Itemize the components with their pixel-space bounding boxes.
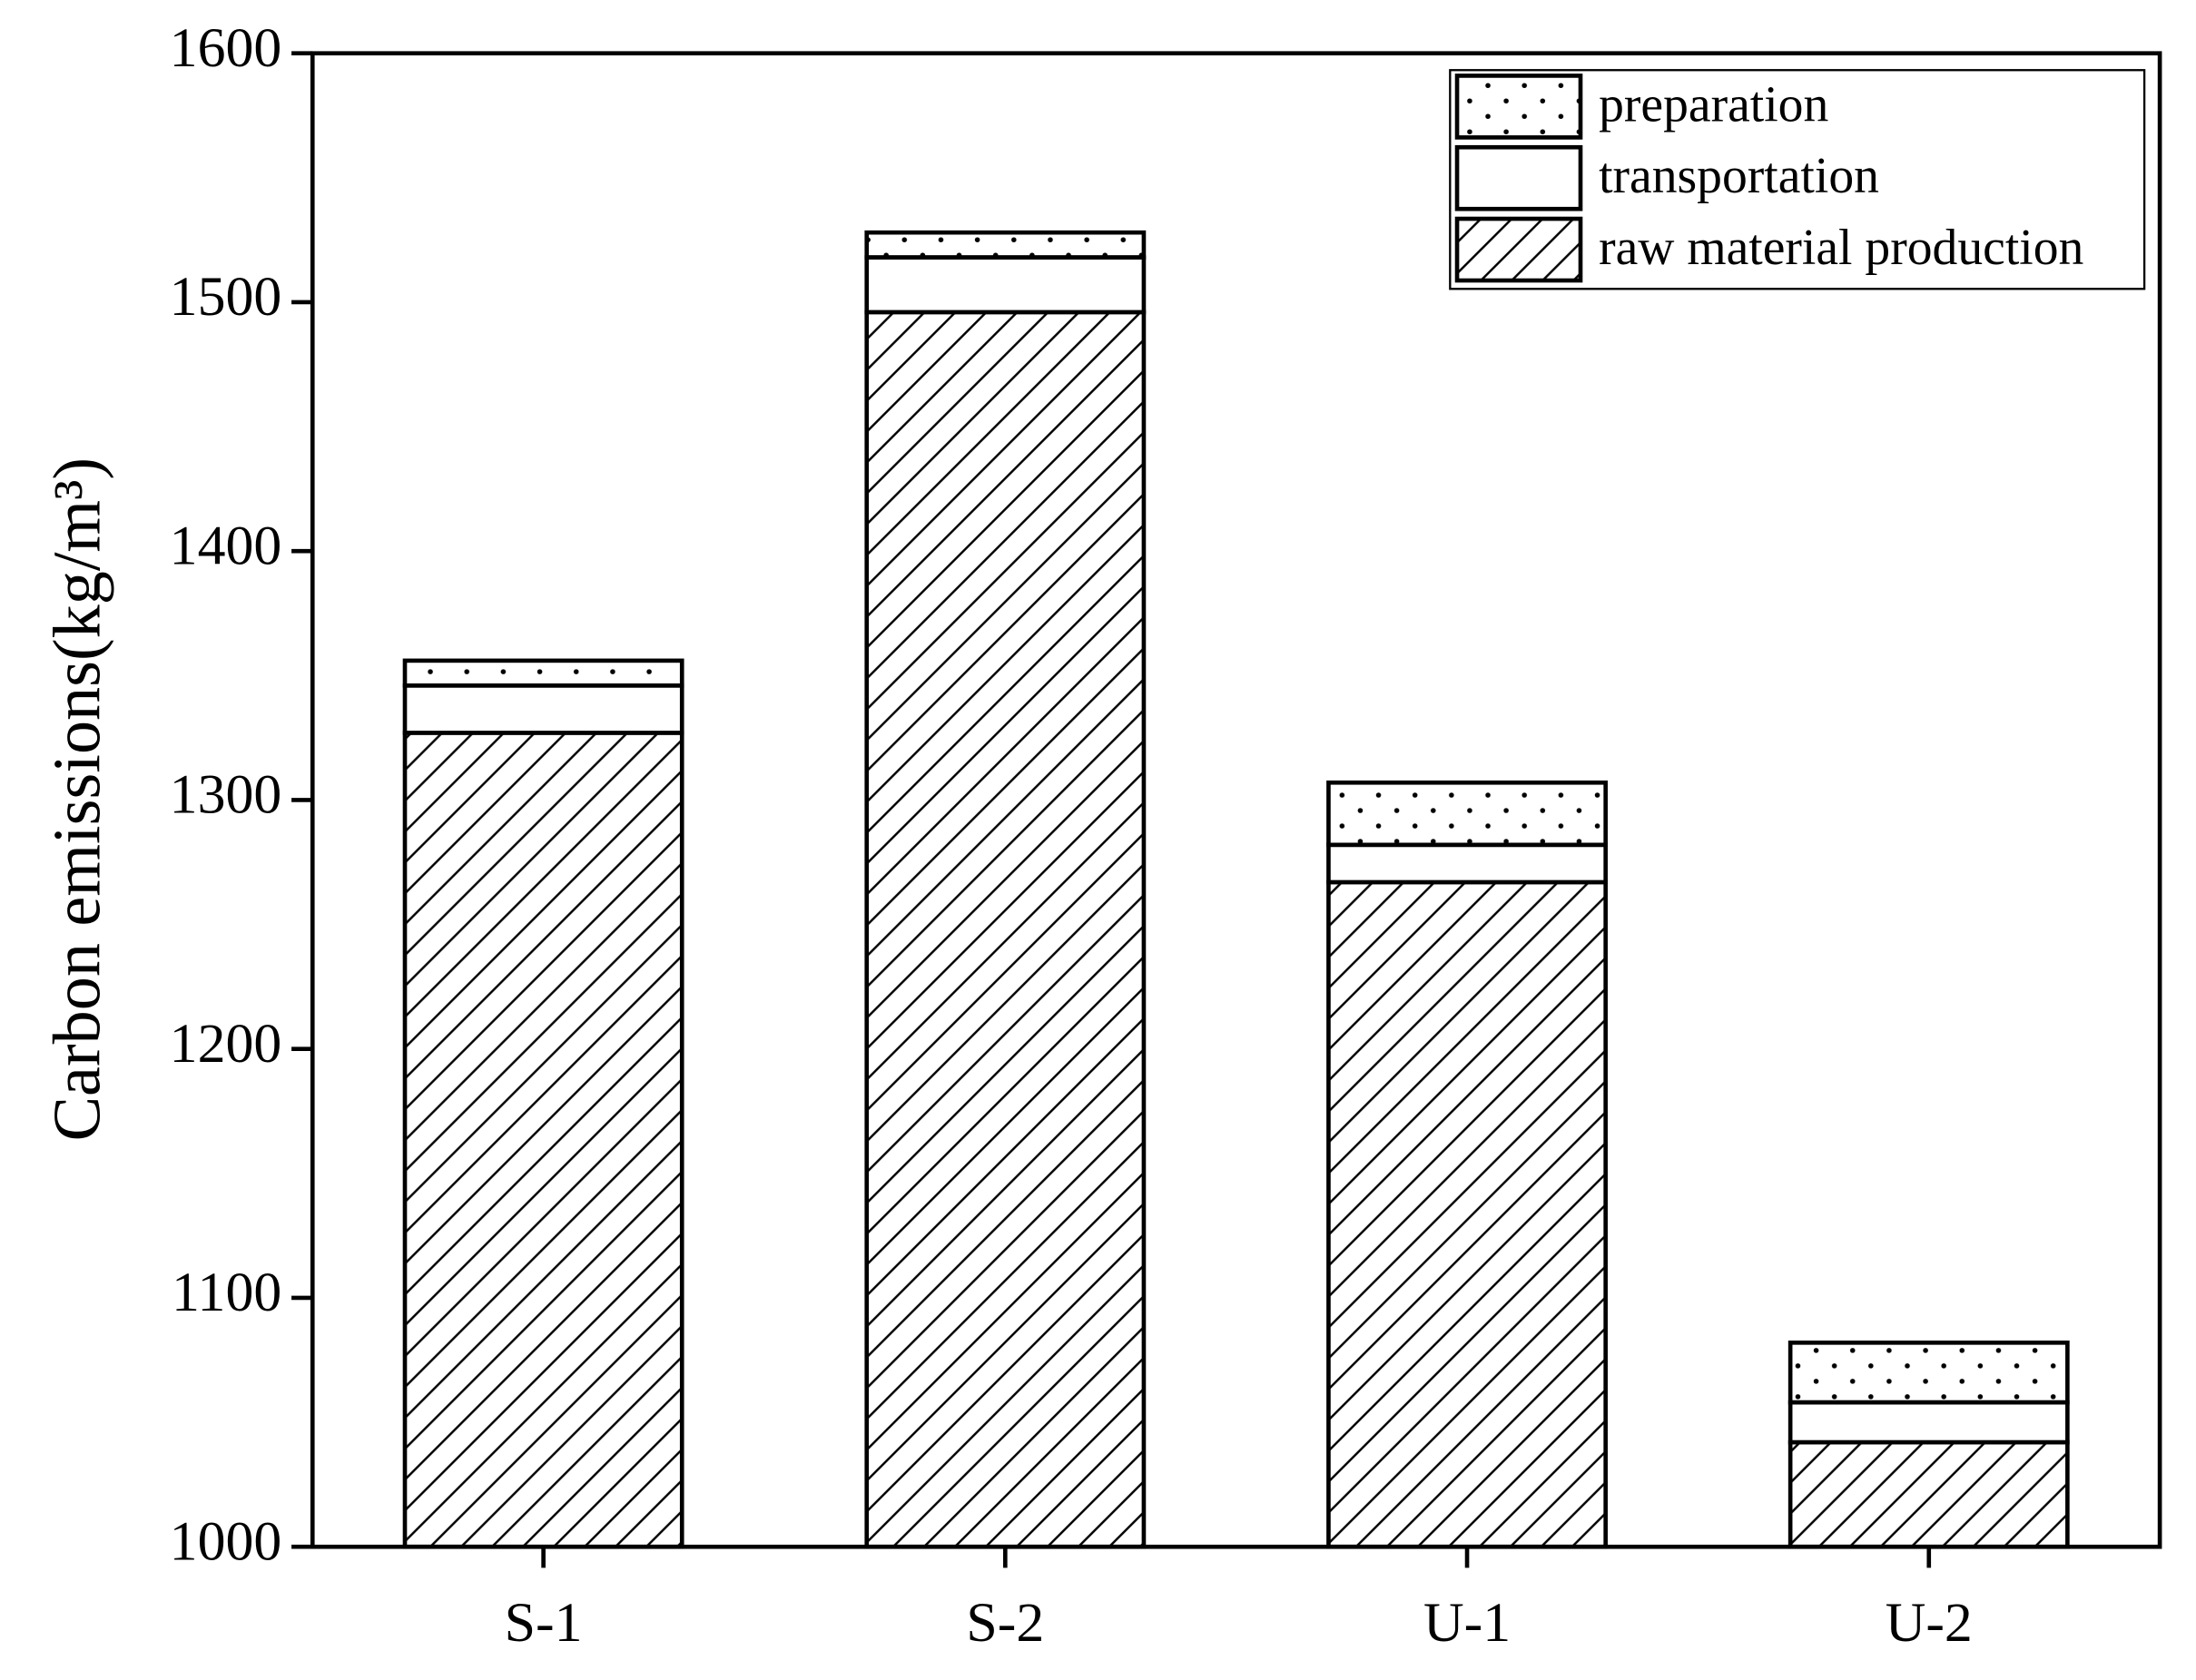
bar-segment [402, 731, 684, 1549]
bar-segment [402, 658, 684, 688]
y-tick-label: 1400 [170, 515, 282, 576]
x-tick-label: U-2 [1886, 1592, 1973, 1654]
y-tick-label: 1600 [170, 17, 282, 79]
y-tick-label: 1200 [170, 1013, 282, 1075]
bar-segment [864, 255, 1147, 315]
bar-segment [1787, 1439, 2070, 1549]
x-tick-label: S-2 [966, 1592, 1044, 1654]
y-tick-label: 1500 [170, 266, 282, 328]
bar-segment [1326, 842, 1608, 885]
y-tick-label: 1100 [172, 1262, 281, 1323]
bar-segment [402, 683, 684, 735]
bar-segment [1326, 780, 1608, 848]
plot-frame [310, 51, 2162, 1549]
bar-segment [864, 230, 1147, 260]
bar-segment [1787, 1400, 2070, 1445]
legend-swatch [1454, 144, 1583, 211]
legend-label: transportation [1599, 148, 1879, 204]
bar-segment [1787, 1341, 2070, 1405]
bar-segment [1326, 879, 1608, 1549]
y-tick-label: 1000 [170, 1510, 282, 1572]
legend-label: raw material production [1599, 220, 2083, 276]
y-axis-label: Carbon emissions(kg/m³) [40, 457, 114, 1141]
bar-segment [864, 309, 1147, 1549]
y-tick-label: 1300 [170, 764, 282, 826]
x-tick-label: U-1 [1423, 1592, 1511, 1654]
legend-label: preparation [1599, 76, 1828, 133]
legend-swatch [1454, 74, 1583, 140]
legend-swatch [1454, 216, 1583, 283]
x-tick-label: S-1 [505, 1592, 583, 1654]
